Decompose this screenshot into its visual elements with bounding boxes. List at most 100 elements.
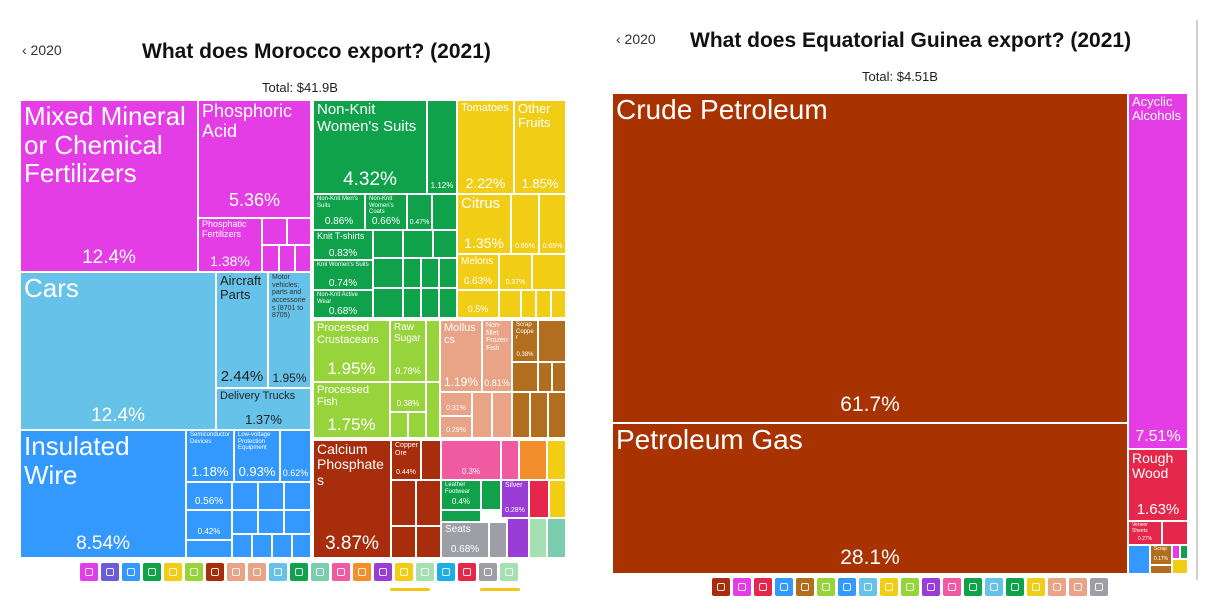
legend-swatch-0-3[interactable] bbox=[143, 563, 161, 581]
tile-crude-petroleum[interactable]: Crude Petroleum 61.7% bbox=[612, 93, 1128, 423]
tile-eg-small-d[interactable] bbox=[1180, 545, 1188, 559]
tile-textile-grid-3[interactable] bbox=[433, 230, 457, 258]
tile-leather-footwear[interactable]: Leather Footwear 0.4% bbox=[441, 480, 481, 510]
tile-misc-small-c[interactable] bbox=[441, 510, 481, 522]
tile-textile-grid-2[interactable] bbox=[403, 230, 433, 258]
eq-guinea-back-link[interactable]: ‹ 2020 bbox=[616, 31, 656, 47]
legend-swatch-1-5[interactable] bbox=[817, 578, 835, 596]
legend-swatch-1-1[interactable] bbox=[733, 578, 751, 596]
tile-melons[interactable]: Melons 0.63% bbox=[457, 254, 499, 290]
legend-swatch-1-14[interactable] bbox=[1006, 578, 1024, 596]
tile-misc-small-f[interactable] bbox=[519, 440, 547, 480]
tile-mineral-small-d[interactable] bbox=[391, 526, 416, 558]
tile-machine-small-c[interactable] bbox=[258, 482, 284, 510]
tile-fruit-0-5[interactable]: 0.5% bbox=[457, 290, 499, 318]
tile-scrap[interactable]: Scrap 0.17% bbox=[1150, 545, 1172, 565]
tile-misc-small-j[interactable] bbox=[529, 518, 547, 558]
tile-copper-ore[interactable]: Copper Ore 0.44% bbox=[391, 440, 421, 480]
tile-motor-vehicle-parts[interactable]: Motor vehicles; parts and accessories (8… bbox=[268, 272, 311, 388]
tile-textile-grid-6[interactable] bbox=[421, 258, 439, 288]
tile-textile-grid-4[interactable] bbox=[373, 258, 403, 288]
tile-misc-0-3[interactable]: 0.3% bbox=[441, 440, 501, 480]
tile-fruit-0-65-b[interactable]: 0.65% bbox=[539, 194, 566, 254]
legend-swatch-0-5[interactable] bbox=[185, 563, 203, 581]
legend-swatch-0-19[interactable] bbox=[479, 563, 497, 581]
legend-swatch-1-7[interactable] bbox=[859, 578, 877, 596]
legend-swatch-0-16[interactable] bbox=[416, 563, 434, 581]
tile-processed-crustaceans[interactable]: Processed Crustaceans 1.95% bbox=[313, 320, 390, 382]
tile-processed-fish[interactable]: Processed Fish 1.75% bbox=[313, 382, 390, 438]
tile-misc-small-g[interactable] bbox=[547, 440, 566, 480]
legend-swatch-0-9[interactable] bbox=[269, 563, 287, 581]
tile-fruit-0-37[interactable]: 0.37% bbox=[499, 254, 532, 290]
tile-eg-small-blue[interactable] bbox=[1128, 545, 1150, 574]
tile-eg-small-c[interactable] bbox=[1172, 545, 1180, 559]
tile-fruit-small-c[interactable] bbox=[521, 290, 536, 318]
legend-swatch-1-17[interactable] bbox=[1069, 578, 1087, 596]
tile-delivery-trucks[interactable]: Delivery Trucks 1.37% bbox=[216, 388, 311, 430]
tile-machine-0-62[interactable]: 0.62% bbox=[280, 430, 311, 482]
tile-machine-small-g[interactable] bbox=[284, 510, 311, 534]
tile-rough-wood[interactable]: Rough Wood 1.63% bbox=[1128, 449, 1188, 521]
tile-metal-small-e[interactable] bbox=[512, 392, 530, 438]
tile-mineral-small-c[interactable] bbox=[416, 480, 441, 526]
legend-swatch-0-18[interactable] bbox=[458, 563, 476, 581]
legend-swatch-0-11[interactable] bbox=[311, 563, 329, 581]
tile-machine-small-b[interactable] bbox=[232, 482, 258, 510]
tile-eg-small-brown[interactable] bbox=[1150, 565, 1172, 574]
tile-aircraft-parts[interactable]: Aircraft Parts 2.44% bbox=[216, 272, 268, 388]
legend-swatch-0-1[interactable] bbox=[101, 563, 119, 581]
tile-phosphoric-acid[interactable]: Phosphoric Acid 5.36% bbox=[198, 100, 311, 218]
tile-machine-small-h[interactable] bbox=[232, 534, 252, 558]
tile-misc-small-b[interactable] bbox=[481, 480, 501, 510]
legend-swatch-0-2[interactable] bbox=[122, 563, 140, 581]
tile-textile-grid-9[interactable] bbox=[403, 288, 421, 318]
tile-phosphatic-fertilizers[interactable]: Phosphatic Fertilizers 1.38% bbox=[198, 218, 262, 272]
tile-machine-small-a[interactable] bbox=[186, 540, 232, 558]
tile-low-voltage-protection[interactable]: Low-voltage Protection Equipment 0.93% bbox=[234, 430, 280, 482]
tile-machine-0-42[interactable]: 0.42% bbox=[186, 510, 232, 540]
morocco-back-link[interactable]: ‹ 2020 bbox=[22, 42, 62, 58]
tile-mixed-fertilizers[interactable]: Mixed Mineral or Chemical Fertilizers 12… bbox=[20, 100, 198, 272]
tile-cars[interactable]: Cars 12.4% bbox=[20, 272, 216, 430]
tile-food-small-c[interactable] bbox=[408, 412, 426, 438]
tile-textile-small-a[interactable] bbox=[432, 194, 457, 230]
tile-molluscs[interactable]: Molluscs 1.19% bbox=[440, 320, 482, 392]
tile-machine-small-e[interactable] bbox=[232, 510, 258, 534]
tile-textile-grid-10[interactable] bbox=[421, 288, 439, 318]
tile-mineral-small-b[interactable] bbox=[391, 480, 416, 526]
tile-misc-small-e[interactable] bbox=[507, 518, 529, 558]
tile-petroleum-gas[interactable]: Petroleum Gas 28.1% bbox=[612, 423, 1128, 574]
tile-other-fruits[interactable]: Other Fruits 1.85% bbox=[514, 100, 566, 194]
tile-fruit-0-65-a[interactable]: 0.65% bbox=[511, 194, 539, 254]
tile-fruit-small-e[interactable] bbox=[551, 290, 566, 318]
tile-semiconductor-devices[interactable]: Semiconductor Devices 1.18% bbox=[186, 430, 234, 482]
legend-swatch-0-13[interactable] bbox=[353, 563, 371, 581]
tile-citrus[interactable]: Citrus 1.35% bbox=[457, 194, 511, 254]
tile-metal-small-f[interactable] bbox=[530, 392, 548, 438]
tile-silver[interactable]: Silver 0.28% bbox=[501, 480, 529, 518]
legend-swatch-0-17[interactable] bbox=[437, 563, 455, 581]
tile-misc-small-i[interactable] bbox=[549, 480, 566, 518]
legend-swatch-1-10[interactable] bbox=[922, 578, 940, 596]
tile-small-chem-4[interactable] bbox=[279, 245, 295, 272]
legend-swatch-1-15[interactable] bbox=[1027, 578, 1045, 596]
legend-swatch-0-0[interactable] bbox=[80, 563, 98, 581]
legend-swatch-1-11[interactable] bbox=[943, 578, 961, 596]
tile-textile-grid-8[interactable] bbox=[373, 288, 403, 318]
tile-raw-sugar[interactable]: Raw Sugar 0.78% bbox=[390, 320, 426, 382]
tile-food-small-a[interactable] bbox=[426, 320, 440, 382]
tile-nonknit-active-wear[interactable]: Non-Knit Active Wear 0.68% bbox=[313, 290, 373, 318]
tile-metal-small-d[interactable] bbox=[552, 362, 566, 392]
tile-nonknit-mens-suits[interactable]: Non-Knit Men's Suits 0.86% bbox=[313, 194, 365, 230]
tile-misc-small-a[interactable] bbox=[501, 440, 519, 480]
tile-food-small-b[interactable] bbox=[390, 412, 408, 438]
tile-fruit-small-b[interactable] bbox=[499, 290, 521, 318]
tile-small-chem-5[interactable] bbox=[295, 245, 311, 272]
tile-textile-grid-11[interactable] bbox=[439, 288, 457, 318]
tile-food-small-d[interactable] bbox=[426, 382, 440, 438]
tile-seats[interactable]: Seats 0.68% bbox=[441, 522, 489, 558]
tile-animal-0-29[interactable]: 0.29% bbox=[440, 416, 472, 438]
tile-scrap-copper[interactable]: Scrap Copper 0.38% bbox=[512, 320, 538, 362]
tile-food-0-38[interactable]: 0.38% bbox=[390, 382, 426, 412]
